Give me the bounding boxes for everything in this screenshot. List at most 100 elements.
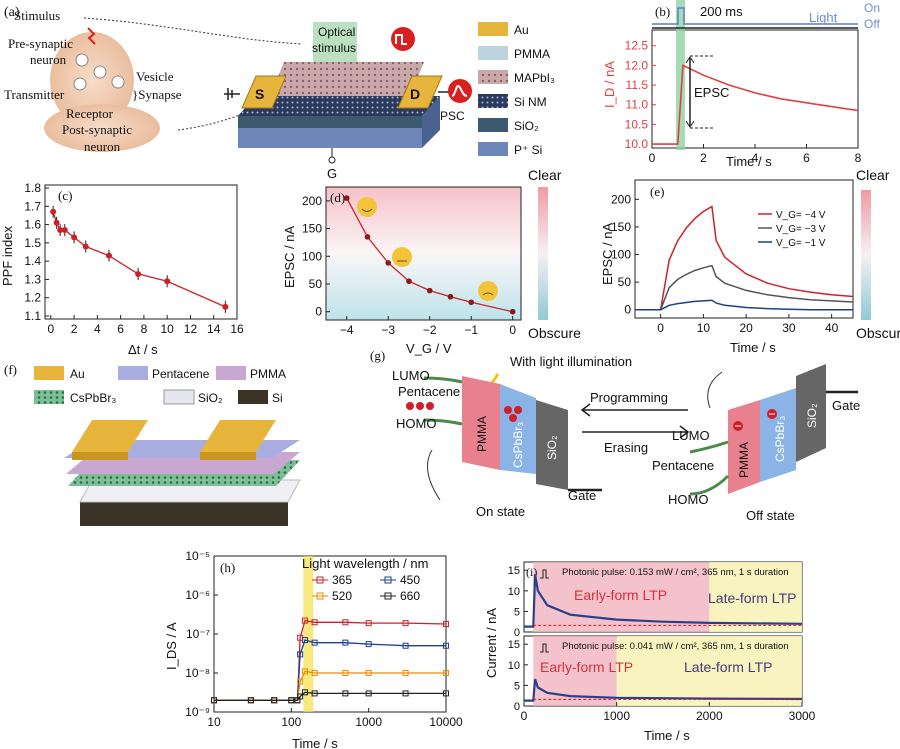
panel-g: (g) With light illumination LUMO Pentace…	[370, 348, 860, 523]
ids-point-660	[288, 697, 295, 704]
i-y-bottom-tick-label: 5	[514, 680, 520, 692]
ids-point-520	[311, 670, 318, 676]
e-x-tick-label: 30	[782, 321, 796, 335]
legend-h-label-365: 365	[332, 573, 352, 587]
pentacene-text-on: Pentacene	[398, 384, 460, 399]
epsc-point	[426, 287, 433, 294]
gate-text: G	[327, 166, 337, 181]
ppf-point	[57, 227, 64, 234]
ppf-point	[61, 227, 68, 234]
legend-f-si: Si	[272, 391, 283, 405]
d-y-tick-label: 200	[302, 194, 322, 208]
light-pulse-band	[676, 0, 685, 150]
b-x-tick-label: 8	[855, 151, 862, 165]
panel-label-i: (i)	[526, 565, 537, 579]
early-ltp-region-bottom	[533, 636, 617, 706]
ids-point-450	[365, 641, 372, 648]
b-y-tick-label: 10.0	[625, 137, 649, 151]
ids-point-520	[342, 670, 349, 676]
pre-synaptic-neuron	[50, 32, 134, 128]
c-x-tick-label: 6	[117, 322, 124, 336]
c-y-tick-label: 1.3	[24, 272, 41, 286]
homo-text-off: HOMO	[668, 492, 708, 507]
epsc-point	[468, 299, 475, 306]
ppf-point	[222, 303, 229, 310]
pulse-duration-text: 200 ms	[700, 4, 743, 19]
on-text: On	[864, 1, 880, 15]
ppf-point	[50, 208, 57, 215]
xlabel-d: V_G / V	[406, 341, 452, 356]
ltp-trace-i-top	[524, 574, 803, 628]
panel-h: (h) Light wavelength / nm 365 450 520 660 1…	[164, 549, 463, 749]
c-x-tick-label: 14	[207, 322, 221, 336]
i-y-top-tick-label: 15	[508, 565, 520, 577]
light-trace	[652, 7, 858, 25]
legend-a: Au PMMA MAPbI₃ Si NM SiO₂ P⁺ Si	[478, 22, 555, 157]
ppf-point	[106, 252, 112, 259]
c-y-tick-label: 1.2	[24, 291, 41, 305]
ids-point-450	[342, 639, 349, 646]
panel-label-f: (f)	[4, 362, 17, 377]
xlabel-i: Time / s	[644, 728, 690, 743]
mapbi3-layer	[270, 62, 424, 96]
sio2-band-on	[536, 400, 568, 490]
c-x-tick-label: 0	[47, 322, 54, 336]
panel-label-d: (d)	[330, 190, 345, 205]
ylabel-b: I_D / nA	[602, 61, 617, 108]
epsc-trace-2	[635, 264, 854, 311]
legend-h-marker-660	[384, 592, 392, 600]
pulse-icon-top	[540, 569, 549, 579]
ppf-fit-line	[52, 211, 226, 308]
ids-point-365	[311, 619, 318, 626]
h-x-tick-label: 10000	[429, 715, 463, 729]
legend-a-sio2: SiO₂	[514, 119, 539, 133]
pulse-text-top: Photonic pulse: 0.153 mW / cm², 365 nm, …	[562, 567, 789, 578]
epsc-fit-line	[346, 197, 513, 313]
legend-f-cspbbr3: CsPbBr₃	[70, 391, 116, 405]
d-y-tick-label: 100	[302, 249, 322, 263]
plot-frame-c	[44, 184, 238, 320]
synapse-text: }Synapse	[132, 87, 182, 102]
e-x-tick-label: 10	[697, 321, 711, 335]
h-y-tick-label: 10⁻⁸	[185, 666, 210, 680]
legend-h-marker-520	[316, 592, 324, 600]
ids-point-660	[271, 697, 278, 704]
psc-icon	[448, 79, 472, 103]
i-y-top-tick-label: 10	[508, 586, 520, 598]
obscure-text-d: Obscure	[528, 325, 581, 341]
clarity-colorbar-d	[538, 187, 548, 320]
ids-trace-450	[214, 639, 446, 701]
post-neuron-text-2: neuron	[84, 139, 121, 154]
b-y-tick-label: 12.0	[625, 58, 649, 72]
ids-point-520	[443, 670, 449, 676]
h-x-tick-label: 100	[281, 715, 301, 729]
on-state-text: On state	[476, 504, 525, 519]
pulse-text-bottom: Photonic pulse: 0.041 mW / cm², 365 nm, …	[562, 641, 789, 652]
b-x-tick-label: 2	[700, 151, 707, 165]
ppf-point	[135, 270, 142, 277]
gate-text-off: Gate	[832, 398, 860, 413]
ids-point-365	[342, 619, 349, 626]
holes-icon	[406, 402, 522, 422]
sio2-text-off: SiO₂	[805, 403, 819, 428]
stimulus-text: Stimulus	[14, 8, 60, 23]
h-y-tick-label: 10⁻⁹	[185, 705, 210, 719]
panel-label-a: (a)	[4, 5, 20, 20]
id-trace	[652, 64, 859, 145]
legend-a-pmma: PMMA	[514, 47, 550, 61]
source-label: S	[255, 86, 264, 102]
ids-point-450	[301, 637, 308, 644]
xlabel-e: Time / s	[730, 340, 776, 355]
h-y-tick-label: 10⁻⁷	[186, 627, 210, 641]
stimulus-icon	[87, 27, 96, 45]
receptor-text: Receptor	[66, 106, 114, 121]
ppf-points	[50, 205, 229, 313]
legend-f: Au Pentacene PMMA CsPbBr₃ SiO₂ Si	[34, 366, 286, 405]
xlabel-h: Time / s	[292, 736, 338, 749]
ids-point-660	[311, 690, 318, 697]
post-neuron-text-1: Post-synaptic	[62, 122, 132, 137]
c-x-tick-label: 10	[161, 322, 175, 336]
h-y-tick-label: 10⁻⁶	[185, 588, 210, 602]
legend-h-label-660: 660	[400, 589, 420, 603]
